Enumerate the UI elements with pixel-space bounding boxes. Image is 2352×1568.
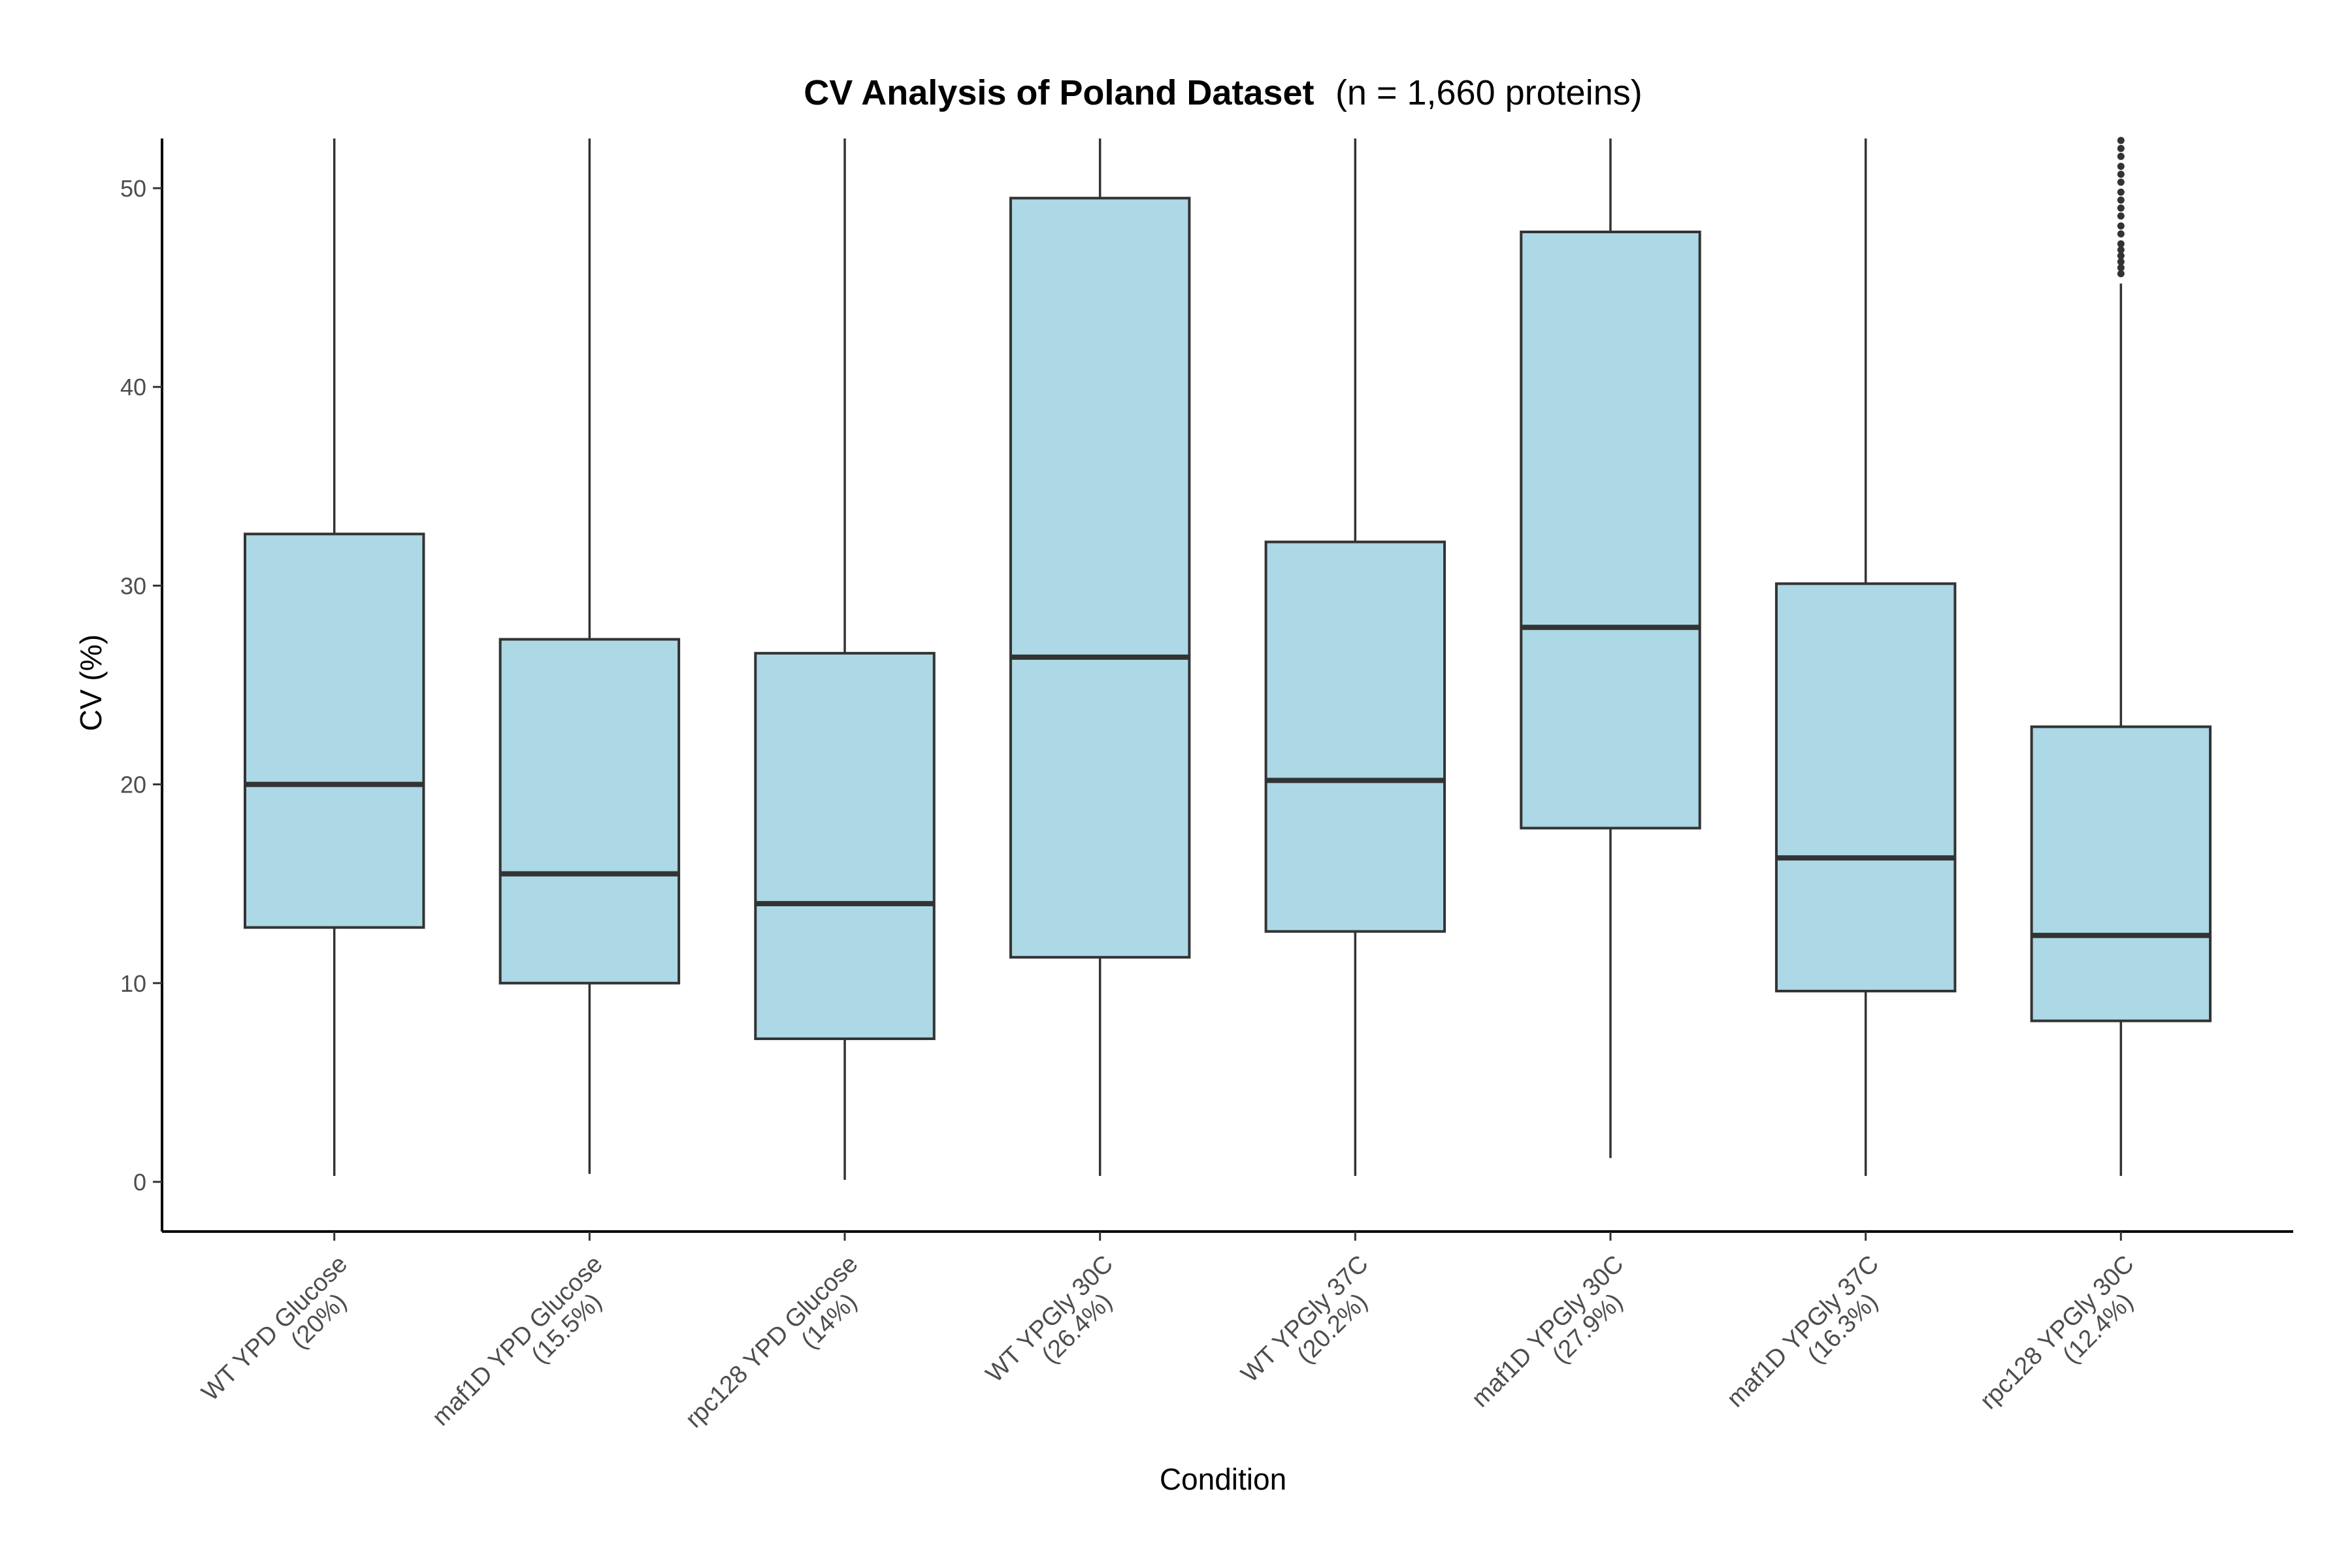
x-tick-label-condition: maf1D YPD Glucose <box>427 1250 608 1431</box>
outlier-point <box>2117 230 2125 238</box>
chart-title: CV Analysis of Poland Dataset (n = 1,660… <box>804 73 1642 112</box>
box-group-6 <box>1520 139 1701 1158</box>
box-group-2 <box>498 139 681 1174</box>
chart-title-main: CV Analysis of Poland Dataset <box>804 73 1314 112</box>
outlier-point <box>2117 144 2125 152</box>
outlier-point <box>2117 258 2125 266</box>
y-tick-label: 30 <box>120 572 146 599</box>
box-group-5 <box>1264 139 1446 1176</box>
y-axis-label: CV (%) <box>74 634 108 731</box>
outlier-point <box>2117 204 2125 212</box>
outlier-point <box>2117 246 2125 253</box>
box <box>2030 725 2212 1022</box>
box <box>1009 197 1191 959</box>
outlier-point <box>2117 240 2125 248</box>
x-tick-label-condition: rpc128 YPD Glucose <box>680 1250 863 1433</box>
outlier-point <box>2117 270 2125 278</box>
y-tick-label: 50 <box>120 175 146 202</box>
box-group-1 <box>243 139 425 1176</box>
y-tick-label: 0 <box>133 1169 146 1196</box>
box <box>1520 230 1701 830</box>
x-tick-label: rpc128 YPGly 30C(12.4%) <box>1975 1250 2158 1433</box>
outlier-point <box>2117 152 2125 160</box>
outlier-point <box>2117 252 2125 259</box>
box <box>243 532 425 929</box>
x-tick-label: maf1D YPGly 30C(27.9%) <box>1467 1250 1648 1431</box>
outlier-point <box>2117 264 2125 272</box>
outlier-point <box>2117 196 2125 204</box>
x-tick-label: WT YPGly 37C(20.2%) <box>1236 1250 1392 1407</box>
outlier-point <box>2117 188 2125 196</box>
x-tick-label: WT YPD Glucose(20%) <box>197 1250 372 1426</box>
box-group-4 <box>1009 139 1191 1176</box>
x-tick-label: rpc128 YPD Glucose(14%) <box>680 1250 881 1452</box>
x-tick-label-condition: rpc128 YPGly 30C <box>1975 1250 2140 1415</box>
x-tick-label: WT YPGly 30C(26.4%) <box>981 1250 1137 1407</box>
y-tick-label: 10 <box>120 970 146 997</box>
x-tick-label: maf1D YPD Glucose(15.5%) <box>427 1250 627 1450</box>
box <box>1774 582 1957 992</box>
x-tick-label-condition: maf1D YPGly 37C <box>1722 1250 1884 1413</box>
box <box>498 638 681 985</box>
outlier-point <box>2117 222 2125 230</box>
box <box>1264 540 1446 933</box>
x-axis-label: Condition <box>1160 1462 1286 1496</box>
outlier-point <box>2117 163 2125 171</box>
y-tick-label: 40 <box>120 374 146 400</box>
box <box>754 651 936 1040</box>
y-tick-label: 20 <box>120 772 146 798</box>
axes: 0 10 20 30 40 50 WT YPD Glucose(20%) maf1D YPD … <box>120 139 2293 1452</box>
outlier-point <box>2117 178 2125 186</box>
outlier-point <box>2117 212 2125 220</box>
plot-area <box>243 137 2212 1180</box>
box-group-8 <box>2030 137 2212 1176</box>
x-tick-label: maf1D YPGly 37C(16.3%) <box>1722 1250 1903 1431</box>
box-group-7 <box>1774 139 1957 1176</box>
outlier-point <box>2117 137 2125 144</box>
x-tick-label-condition: maf1D YPGly 30C <box>1467 1250 1629 1413</box>
chart-title-sub: (n = 1,660 proteins) <box>1335 73 1642 112</box>
box-group-3 <box>754 139 936 1180</box>
outlier-point <box>2117 171 2125 178</box>
